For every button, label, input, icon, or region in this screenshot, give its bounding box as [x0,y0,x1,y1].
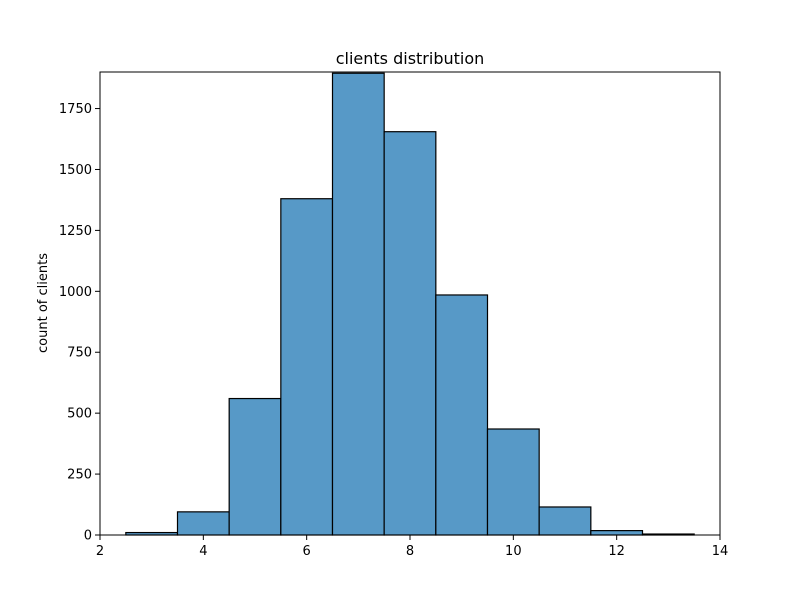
y-tick-label-1: 250 [67,468,92,483]
x-tick-label-1: 4 [199,544,207,559]
y-tick-label-6: 1500 [59,163,92,178]
x-tick-label-6: 14 [712,544,729,559]
x-tick-label-5: 12 [608,544,625,559]
y-axis-ticks: 0 250 500 750 1000 1250 1500 1750 [59,102,100,544]
histogram-bar-9 [590,530,644,536]
x-axis-ticks: 2 4 6 8 10 12 14 [96,535,728,559]
y-tick-label-5: 1250 [59,224,92,239]
x-tick-label-2: 6 [303,544,311,559]
histogram-bar-1 [176,511,230,536]
y-tick-label-3: 750 [67,346,92,361]
y-tick-label-7: 1750 [59,102,92,117]
plot-frame [99,71,721,536]
y-tick-label-0: 0 [84,529,92,544]
x-tick-label-0: 2 [96,544,104,559]
x-tick-label-3: 8 [406,544,414,559]
histogram-bar-6 [435,294,489,536]
histogram-bar-3 [280,198,334,536]
y-tick-label-2: 500 [67,407,92,422]
histogram-bar-4 [331,72,385,536]
histogram-bar-2 [228,397,282,536]
y-axis-title: count of clients [36,253,51,353]
x-tick-label-4: 10 [505,544,522,559]
histogram-bar-7 [486,428,540,536]
histogram-bar-8 [538,506,592,536]
histogram-bar-5 [383,131,437,536]
y-tick-label-4: 1000 [59,285,92,300]
chart-title: clients distribution [336,49,485,68]
histogram-bars [125,72,695,536]
